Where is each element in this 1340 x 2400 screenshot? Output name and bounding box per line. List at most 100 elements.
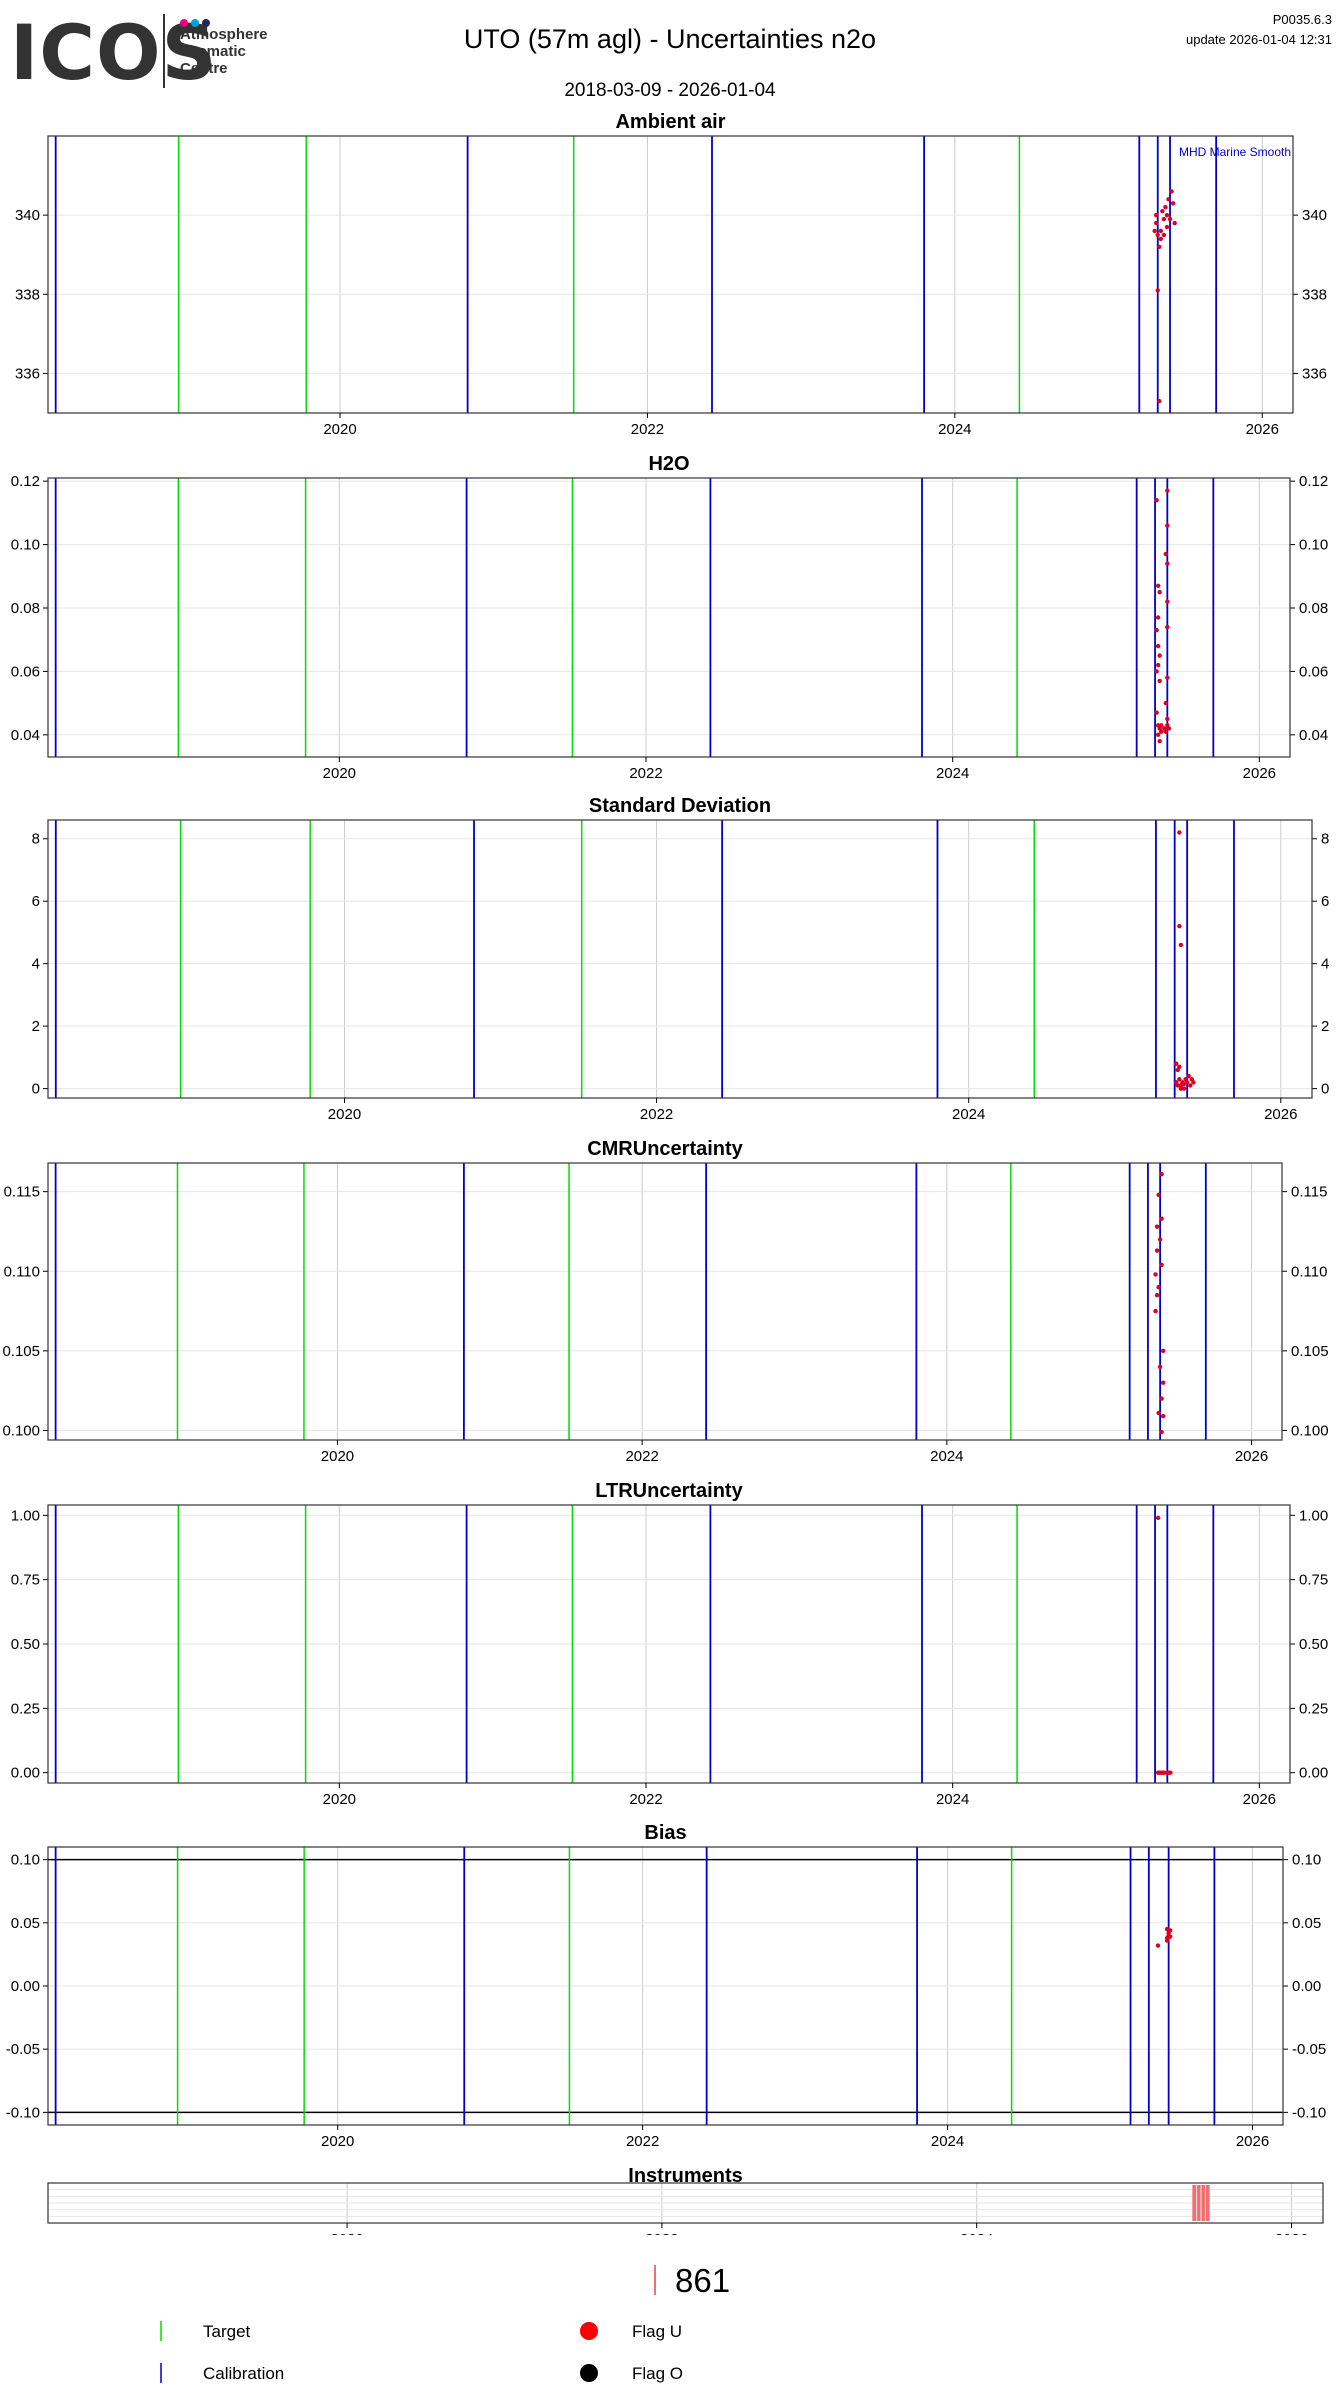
flag-o-swatch [580,2364,598,2382]
data-point [1178,1086,1184,1091]
y-tick-label-right: 0.110 [1291,1263,1327,1280]
data-point [1177,1064,1182,1069]
data-point [1164,212,1170,218]
data-point [1164,1926,1170,1932]
data-point [1161,232,1167,238]
y-tick-label-right: 8 [1321,831,1329,848]
x-tick-label: 2026 [1246,421,1279,438]
chart-title: Instruments [628,2165,742,2187]
data-point [1153,1308,1158,1314]
x-tick-label: 2024 [938,421,971,438]
plot-frame [47,477,1291,758]
data-point [1154,710,1159,715]
chart-title: LTRUncertainty [595,1480,743,1502]
chart-panel-4: CMRUncertainty 2020 2022 2024 2026 0.100 0.100… [2,1138,1328,1465]
data-point [1162,1770,1167,1775]
version-label: P0035.6.3 [1272,12,1332,27]
x-tick-label: 2026 [1236,2133,1269,2150]
data-point [1163,729,1169,734]
data-point [1154,1248,1160,1253]
y-tick-label: 1.00 [11,1507,40,1524]
data-point [1165,523,1170,528]
data-point [1167,216,1173,222]
y-tick-label: 0.00 [11,1978,40,1995]
data-point [1172,220,1177,226]
x-tick-label: 2026 [1235,1448,1268,1465]
data-point [1160,1380,1166,1385]
y-tick-label: 0.00 [11,1765,40,1782]
instrument-legend-label: 861 [675,2262,730,2299]
x-tick-label: 2022 [631,421,664,438]
y-tick-label-right: 0.115 [1291,1184,1327,1201]
legend-flag-u: Flag U [580,2322,682,2341]
y-tick-label: 0.10 [11,1852,40,1869]
legend-flag-o: Flag O [580,2364,683,2383]
data-point [1154,220,1159,226]
data-point [1157,244,1162,249]
data-point [1188,1083,1193,1088]
x-tick-label: 2026 [1275,2231,1308,2235]
data-point [1174,1061,1179,1066]
y-tick-label-right: 340 [1302,207,1327,224]
data-point [1165,561,1170,566]
y-tick-label-right: 0.25 [1299,1700,1328,1717]
chart-panel-3: Standard Deviation 2020 2022 2024 2026 0 0 2 2 4 4… [32,795,1330,1123]
data-point [1166,197,1171,202]
y-tick-label-right: 0.00 [1299,1765,1328,1782]
data-point [1152,228,1157,234]
y-tick-label: 8 [32,831,40,848]
flag-u-swatch [580,2322,598,2340]
x-tick-label: 2024 [960,2231,993,2235]
y-tick-label-right: 0.12 [1299,473,1328,490]
y-tick-label-right: 0.10 [1299,537,1328,554]
y-tick-label-right: 0.50 [1299,1636,1328,1653]
y-tick-label-right: 0.105 [1291,1343,1329,1360]
data-point [1160,1348,1166,1354]
y-tick-label-right: -0.10 [1292,2104,1326,2121]
x-tick-label: 2022 [640,1106,673,1123]
x-tick-label: 2024 [936,765,969,782]
y-tick-label-right: 336 [1302,365,1327,382]
x-tick-label: 2026 [1243,765,1276,782]
data-point [1159,1171,1164,1177]
y-tick-label-right: 0.04 [1299,727,1328,744]
y-tick-label-right: 0.100 [1291,1422,1329,1439]
data-point [1153,1272,1158,1277]
legend-calibration-label: Calibration [203,2364,284,2383]
y-tick-label: -0.10 [6,2104,40,2121]
data-point [1165,488,1170,493]
data-point [1175,1083,1180,1088]
data-point [1155,288,1160,293]
x-tick-label: 2020 [328,1106,361,1123]
chart-title: Ambient air [615,111,725,133]
legend-target-label: Target [203,2322,251,2341]
chart-panel-6: Bias 2020 2022 2024 2026 -0.10 -0.10 -0.05 -0.05… [6,1822,1326,2150]
data-point [1155,662,1161,668]
instrument-legend: 861 [654,2262,730,2299]
plot-frame [47,2182,1324,2224]
data-point [1156,1284,1161,1290]
data-point [1154,212,1159,218]
chart-annotation: MHD Marine Smooth [1179,145,1291,159]
data-point [1181,1086,1187,1091]
x-tick-label: 2020 [323,765,356,782]
chart-title: CMRUncertainty [587,1138,743,1160]
data-point [1157,653,1162,658]
data-point [1158,236,1164,242]
data-point [1166,726,1172,731]
data-point [1157,1237,1163,1242]
y-tick-label: 0.08 [11,600,40,617]
y-tick-label-right: -0.05 [1292,2041,1326,2058]
data-point [1159,1429,1164,1435]
plot-frame [47,1162,1283,1441]
x-tick-label: 2024 [952,1106,985,1123]
data-point [1186,1073,1191,1079]
data-point [1159,1216,1164,1221]
plot-frame [47,135,1294,414]
x-tick-label: 2022 [629,1791,662,1808]
y-tick-label: 336 [15,365,40,382]
x-tick-label: 2020 [323,421,356,438]
data-point [1156,1410,1161,1416]
y-tick-label-right: 0.05 [1292,1915,1321,1932]
